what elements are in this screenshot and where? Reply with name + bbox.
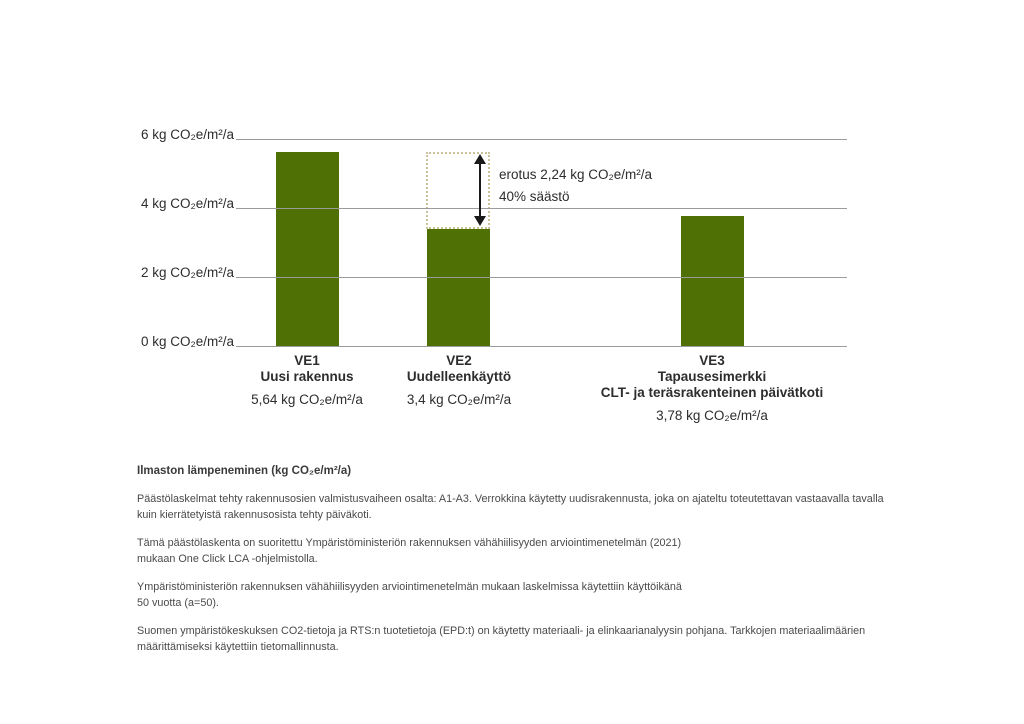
- arrow-line: [479, 161, 481, 220]
- bar-ve3: [681, 216, 744, 346]
- difference-annotation: erotus 2,24 kg CO₂e/m²/a 40% säästö: [499, 167, 653, 204]
- gridline-0: [236, 346, 847, 347]
- notes-section: Ilmaston lämpeneminen (kg CO₂e/m²/a) Pää…: [137, 464, 1007, 668]
- bar-ve2: [427, 229, 490, 346]
- difference-dotted-box: [426, 152, 490, 230]
- notes-paragraph: Suomen ympäristökeskuksen CO2-tietoja ja…: [137, 625, 866, 653]
- bar-ve1: [276, 152, 339, 346]
- notes-heading: Ilmaston lämpeneminen (kg CO₂e/m²/a): [137, 465, 352, 477]
- bar-name: Uudelleenkäyttö: [406, 369, 512, 384]
- bar-code: VE3: [699, 353, 725, 368]
- notes-paragraph: Tämä päästölaskenta on suoritettu Ympäri…: [137, 537, 682, 565]
- difference-arrow-icon: [471, 154, 489, 227]
- y-axis-tick-label-2: 2 kg CO₂e/m²/a: [141, 265, 235, 280]
- bar-value-label: 3,78 kg CO₂e/m²/a: [656, 408, 768, 423]
- bar-code: VE2: [446, 353, 472, 368]
- bar-name: Tapausesimerkki CLT- ja teräsrakenteinen…: [600, 369, 824, 400]
- bar-value-label: 3,4 kg CO₂e/m²/a: [406, 392, 512, 407]
- gridline-4: [236, 208, 847, 209]
- notes-paragraph: Päästölaskelmat tehty rakennusosien valm…: [137, 493, 884, 521]
- y-axis-tick-label-0: 0 kg CO₂e/m²/a: [141, 334, 235, 349]
- notes-paragraph: Ympäristöministeriön rakennuksen vähähii…: [137, 581, 682, 609]
- y-axis-tick-label-4: 4 kg CO₂e/m²/a: [141, 196, 235, 211]
- bar-value-label: 5,64 kg CO₂e/m²/a: [251, 392, 363, 407]
- y-axis-tick-label-6: 6 kg CO₂e/m²/a: [141, 127, 235, 142]
- bar-label-ve1: VE1 Uusi rakennus 5,64 kg CO₂e/m²/a: [207, 353, 407, 408]
- arrow-head-up: [474, 154, 486, 164]
- bar-name: Uusi rakennus: [260, 369, 354, 384]
- emissions-bar-chart: 6 kg CO₂e/m²/a 4 kg CO₂e/m²/a 2 kg CO₂e/…: [141, 127, 892, 424]
- gridline-2: [236, 277, 847, 278]
- gridline-6: [236, 139, 847, 140]
- bar-code: VE1: [294, 353, 320, 368]
- arrow-head-down: [474, 216, 486, 227]
- bar-label-ve3: VE3 Tapausesimerkki CLT- ja teräsrakente…: [532, 353, 892, 424]
- bar-label-ve2: VE2 Uudelleenkäyttö 3,4 kg CO₂e/m²/a: [359, 353, 559, 408]
